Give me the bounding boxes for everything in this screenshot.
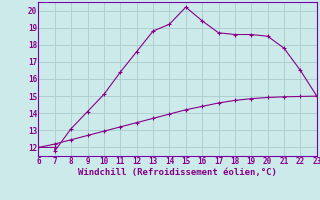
X-axis label: Windchill (Refroidissement éolien,°C): Windchill (Refroidissement éolien,°C) <box>78 168 277 177</box>
